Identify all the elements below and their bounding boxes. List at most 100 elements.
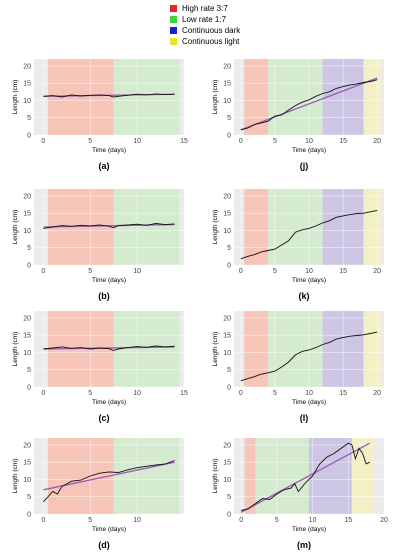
x-tick-label: 20: [373, 390, 381, 397]
x-tick-label: 0: [41, 138, 45, 145]
y-axis-title: Length (cm): [212, 332, 219, 367]
x-tick-label: 15: [339, 138, 347, 145]
chart-panel: 0 5 10 15 20 0 5 10 15 20 Time (days) Length (cm) (j…: [208, 53, 400, 176]
legend-item: High rate 3:7: [170, 3, 240, 14]
series-line: [43, 460, 175, 503]
series-line: [240, 79, 378, 131]
x-axis-title: Time (days): [92, 277, 126, 284]
y-tick-label: 15: [223, 211, 231, 218]
phase-band: [363, 189, 381, 265]
legend-swatch: [170, 37, 177, 45]
panel-label: (c): [98, 413, 110, 423]
chart-panel: 0 5 10 15 20 0 5 10 15 Time (days) Length (cm) (c): [8, 305, 200, 428]
panel-label: (j): [299, 161, 309, 171]
y-tick-label: 5: [27, 115, 31, 122]
x-tick-label: 10: [133, 390, 141, 397]
chart-panel: 0 5 10 15 20 0 5 10 15 20 Time (days) Length (cm) (l…: [208, 305, 400, 428]
x-tick-label: 10: [305, 268, 313, 275]
chart-panel: 0 5 10 15 20 0 5 10 15 20 Time (days) Length (cm) (m…: [208, 432, 400, 555]
x-tick-label: 5: [275, 517, 279, 524]
x-tick-label: 0: [239, 390, 243, 397]
y-tick-label: 20: [223, 193, 231, 200]
y-tick-label: 15: [23, 460, 31, 467]
x-tick-label: 10: [133, 138, 141, 145]
chart-svg: 0 5 10 15 20 0 5 10 Time (days) Length (cm): [12, 438, 184, 533]
x-tick-label: 5: [88, 268, 92, 275]
y-tick-label: 5: [227, 245, 231, 252]
y-axis-title: Length (cm): [12, 210, 19, 245]
x-tick-label: 20: [373, 268, 381, 275]
x-tick-label: 5: [88, 138, 92, 145]
fit-line: [240, 442, 371, 513]
y-axis-title: Length (cm): [212, 459, 219, 494]
phase-band: [244, 438, 256, 514]
x-axis-title: Time (days): [292, 277, 326, 284]
chart-svg: 0 5 10 15 20 0 5 10 15 20 Time (days) Length (cm): [212, 438, 388, 533]
legend-swatch: [170, 4, 177, 12]
x-tick-label: 10: [305, 138, 313, 145]
x-tick-label: 0: [239, 268, 243, 275]
x-axis-title: Time (days): [292, 526, 326, 533]
x-tick-label: 5: [273, 268, 277, 275]
series-line: [43, 345, 175, 351]
phase-band: [48, 438, 114, 514]
y-tick-label: 20: [23, 193, 31, 200]
x-tick-label: 10: [133, 268, 141, 275]
x-tick-label: 10: [133, 517, 141, 524]
x-tick-label: 5: [88, 517, 92, 524]
y-tick-label: 5: [27, 367, 31, 374]
panel-label: (k): [298, 291, 310, 301]
y-tick-label: 0: [27, 133, 31, 140]
y-tick-label: 15: [23, 333, 31, 340]
fit-line: [43, 223, 175, 228]
y-tick-label: 20: [223, 63, 231, 70]
y-tick-label: 10: [23, 228, 31, 235]
phase-band: [244, 311, 269, 387]
fit-line: [43, 346, 175, 350]
chart-svg: 0 5 10 15 20 0 5 10 15 Time (days) Length (cm): [12, 311, 188, 406]
legend-label: High rate 3:7: [182, 4, 228, 13]
x-axis-title: Time (days): [292, 399, 326, 406]
chart-panel: 0 5 10 15 20 0 5 10 Time (days) Length (cm) (d): [8, 432, 200, 555]
y-tick-label: 0: [227, 263, 231, 270]
phase-band: [113, 59, 180, 135]
panel-label: (a): [98, 161, 110, 171]
y-axis-title: Length (cm): [12, 332, 19, 367]
legend-item: Continuous dark: [170, 25, 240, 36]
chart-svg: 0 5 10 15 20 0 5 10 15 20 Time (days) Length (cm): [212, 59, 384, 154]
y-tick-label: 20: [23, 442, 31, 449]
y-tick-label: 20: [223, 315, 231, 322]
y-tick-label: 0: [227, 385, 231, 392]
y-tick-label: 20: [23, 63, 31, 70]
x-tick-label: 15: [339, 268, 347, 275]
legend-swatch: [170, 15, 177, 23]
x-tick-label: 0: [239, 138, 243, 145]
chart-svg: 0 5 10 15 20 0 5 10 15 Time (days) Length (cm): [12, 59, 188, 154]
chart-svg: 0 5 10 15 20 0 5 10 Time (days) Length (cm): [12, 189, 184, 284]
series-line: [240, 442, 370, 511]
legend: High rate 3:7 Low rate 1:7 Continuous dark…: [170, 3, 240, 47]
y-tick-label: 15: [223, 460, 231, 467]
x-tick-label: 0: [239, 517, 243, 524]
series-line: [240, 209, 378, 260]
y-tick-label: 5: [227, 115, 231, 122]
x-axis-title: Time (days): [292, 147, 326, 154]
x-tick-label: 15: [180, 390, 188, 397]
x-tick-label: 15: [339, 390, 347, 397]
y-tick-label: 15: [223, 333, 231, 340]
phase-band: [363, 311, 381, 387]
phase-band: [255, 438, 309, 514]
legend-label: Low rate 1:7: [182, 15, 227, 24]
x-tick-label: 0: [41, 517, 45, 524]
x-tick-label: 5: [273, 138, 277, 145]
phase-band: [113, 189, 180, 265]
series-line: [240, 331, 378, 382]
y-tick-label: 5: [227, 494, 231, 501]
chart-svg: 0 5 10 15 20 0 5 10 15 20 Time (days) Length (cm): [212, 311, 384, 406]
y-tick-label: 15: [223, 81, 231, 88]
y-tick-label: 0: [227, 512, 231, 519]
x-tick-label: 5: [273, 390, 277, 397]
x-tick-label: 5: [88, 390, 92, 397]
y-tick-label: 10: [223, 98, 231, 105]
y-tick-label: 10: [223, 350, 231, 357]
